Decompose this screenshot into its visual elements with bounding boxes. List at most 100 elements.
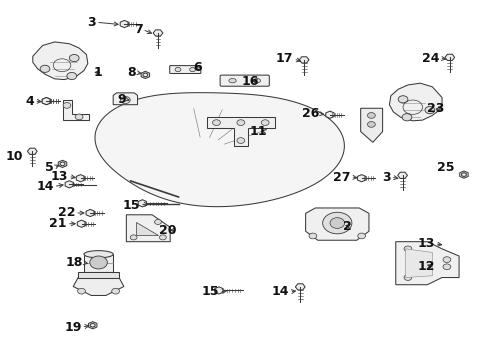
Circle shape: [212, 120, 220, 126]
Circle shape: [120, 96, 130, 104]
Text: 22: 22: [58, 207, 75, 220]
Polygon shape: [360, 108, 382, 142]
Text: 9: 9: [117, 93, 125, 106]
Polygon shape: [65, 181, 73, 188]
FancyBboxPatch shape: [169, 66, 201, 73]
Text: 5: 5: [45, 161, 54, 174]
Circle shape: [424, 107, 434, 114]
Circle shape: [403, 246, 411, 252]
Circle shape: [154, 220, 161, 225]
Polygon shape: [126, 215, 170, 242]
Polygon shape: [397, 172, 407, 179]
Circle shape: [442, 264, 450, 270]
Polygon shape: [388, 83, 441, 121]
Circle shape: [175, 67, 181, 72]
Polygon shape: [73, 278, 123, 296]
Polygon shape: [395, 242, 458, 285]
Text: 11: 11: [248, 125, 266, 138]
Text: 25: 25: [436, 161, 453, 174]
Circle shape: [159, 235, 166, 240]
Polygon shape: [214, 287, 223, 294]
Text: 2: 2: [343, 220, 351, 233]
Polygon shape: [88, 321, 97, 329]
Ellipse shape: [253, 78, 260, 83]
Polygon shape: [136, 222, 158, 234]
Polygon shape: [405, 249, 431, 278]
Text: 27: 27: [333, 171, 350, 184]
FancyBboxPatch shape: [220, 75, 269, 86]
Polygon shape: [305, 208, 368, 240]
Polygon shape: [33, 42, 88, 80]
Circle shape: [403, 275, 411, 280]
Circle shape: [189, 67, 195, 72]
Text: 10: 10: [5, 150, 23, 163]
Text: 13: 13: [416, 237, 434, 250]
Text: 18: 18: [65, 256, 83, 269]
Polygon shape: [95, 93, 344, 207]
Circle shape: [397, 96, 407, 103]
Polygon shape: [120, 21, 128, 28]
Polygon shape: [76, 175, 84, 182]
Polygon shape: [27, 148, 37, 154]
Circle shape: [357, 233, 365, 239]
Circle shape: [111, 288, 119, 294]
Circle shape: [90, 256, 107, 269]
Circle shape: [63, 103, 71, 108]
Polygon shape: [295, 284, 305, 290]
Circle shape: [367, 113, 374, 118]
Polygon shape: [357, 175, 365, 182]
Circle shape: [322, 212, 351, 234]
Circle shape: [130, 235, 137, 240]
Text: 8: 8: [127, 66, 135, 79]
Circle shape: [75, 114, 83, 120]
Polygon shape: [113, 93, 137, 105]
Text: 4: 4: [25, 95, 34, 108]
Circle shape: [308, 233, 316, 239]
Polygon shape: [325, 111, 333, 118]
Text: 14: 14: [36, 180, 54, 193]
Polygon shape: [153, 30, 163, 36]
Polygon shape: [84, 254, 113, 272]
Polygon shape: [138, 200, 146, 207]
Ellipse shape: [84, 251, 113, 258]
Text: 26: 26: [301, 107, 319, 120]
Polygon shape: [58, 160, 66, 167]
Text: 7: 7: [133, 23, 142, 36]
Polygon shape: [77, 220, 85, 227]
Polygon shape: [459, 171, 467, 178]
Circle shape: [40, 65, 50, 72]
Text: 21: 21: [49, 217, 67, 230]
Polygon shape: [78, 272, 119, 278]
Text: 12: 12: [416, 260, 434, 273]
Circle shape: [237, 138, 244, 143]
Circle shape: [442, 257, 450, 262]
Ellipse shape: [228, 78, 236, 83]
Text: 19: 19: [64, 320, 81, 333]
Text: 6: 6: [193, 60, 202, 73]
Text: 17: 17: [275, 52, 293, 65]
Circle shape: [401, 114, 411, 121]
Polygon shape: [141, 71, 149, 78]
Polygon shape: [42, 98, 51, 105]
Polygon shape: [63, 100, 89, 120]
Text: 13: 13: [51, 170, 68, 183]
Circle shape: [237, 120, 244, 126]
Circle shape: [261, 120, 268, 126]
Text: 20: 20: [159, 224, 176, 237]
Polygon shape: [299, 57, 308, 63]
Text: 15: 15: [202, 285, 219, 298]
Circle shape: [69, 54, 79, 62]
Text: 3: 3: [87, 16, 96, 29]
Polygon shape: [42, 98, 51, 105]
Circle shape: [367, 122, 374, 127]
Polygon shape: [444, 54, 454, 60]
Text: 3: 3: [382, 171, 390, 184]
Circle shape: [329, 218, 344, 228]
Polygon shape: [206, 117, 274, 146]
Text: 14: 14: [271, 285, 289, 298]
Text: 1: 1: [94, 66, 102, 79]
Text: 16: 16: [242, 75, 259, 88]
Text: 15: 15: [122, 199, 140, 212]
Polygon shape: [86, 210, 94, 217]
Circle shape: [67, 72, 77, 80]
